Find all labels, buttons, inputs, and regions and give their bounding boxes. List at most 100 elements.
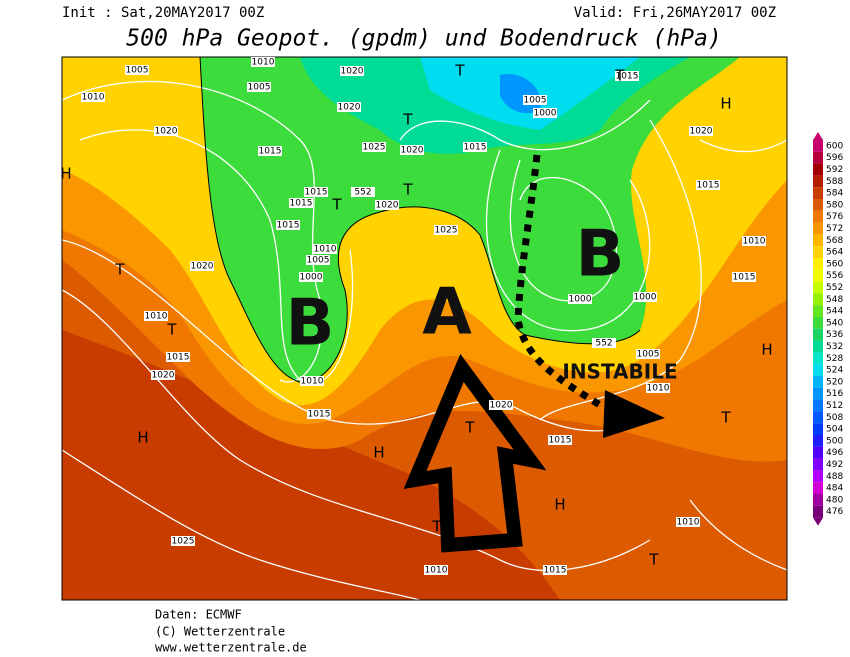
colorbar-swatch — [813, 281, 823, 294]
colorbar-label: 576 — [826, 212, 843, 222]
colorbar-cap — [813, 517, 823, 526]
colorbar-label: 504 — [826, 425, 843, 435]
isobar-label: 1005 — [126, 66, 149, 76]
colorbar-swatch — [813, 151, 823, 164]
isobar-label: 1010 — [145, 312, 168, 322]
colorbar-label: 512 — [826, 401, 843, 411]
colorbar-swatch — [813, 376, 823, 388]
colorbar-label: 596 — [826, 153, 843, 163]
colorbar-label: 572 — [826, 224, 843, 234]
colorbar-label: 532 — [826, 342, 843, 352]
colorbar-swatch — [813, 470, 823, 483]
pressure-center: T — [464, 419, 475, 437]
isobar-label-box — [190, 261, 214, 271]
map-frame — [61, 56, 788, 601]
colorbar-label: 484 — [826, 484, 843, 494]
colorbar-swatch — [813, 317, 823, 329]
colorbar-label: 600 — [826, 141, 843, 151]
pressure-center: T — [114, 261, 125, 279]
isobar-label: 1000 — [634, 293, 657, 303]
isobar-label-box — [533, 108, 557, 118]
pressure-center: H — [137, 429, 148, 447]
isobar-label-box — [313, 244, 337, 254]
isobar-label-box — [154, 126, 178, 136]
colorbar-swatch — [813, 328, 823, 341]
isobar-label: 1020 — [152, 371, 175, 381]
colorbar-label: 500 — [826, 436, 843, 446]
colorbar-swatch — [813, 258, 823, 270]
colorbar-label: 592 — [826, 165, 843, 175]
colorbar-label: 516 — [826, 389, 843, 399]
pressure-center: T — [720, 409, 731, 427]
valid-time: Valid: Fri,26MAY2017 00Z — [574, 5, 776, 21]
isobar-label-box — [276, 220, 300, 230]
isobar-label: 1010 — [677, 518, 700, 528]
high-marker: A — [422, 276, 472, 350]
colorbar-swatch — [813, 399, 823, 412]
isobar-label-box — [258, 146, 282, 156]
isobar-label-box — [615, 71, 639, 81]
isobar-label: 1015 — [697, 181, 720, 191]
isobar-label: 1010 — [743, 237, 766, 247]
isobar-label-box — [337, 102, 361, 112]
isobar-label-box — [676, 517, 700, 527]
isobar-label: 1015 — [167, 353, 190, 363]
colorbar-label: 480 — [826, 495, 843, 505]
isobar-label-box — [351, 187, 375, 197]
pressure-center: T — [454, 62, 465, 80]
isobar-label-box — [81, 92, 105, 102]
footer-copyright: (C) Wetterzentrale — [155, 625, 285, 639]
colorbar-label: 564 — [826, 248, 843, 258]
isobar-label-box — [375, 200, 399, 210]
colorbar-swatch — [813, 435, 823, 447]
isobar-label: 1020 — [690, 127, 713, 137]
colorbar-label: 476 — [826, 507, 843, 517]
pressure-center: H — [373, 444, 384, 462]
isobar-label: 1015 — [544, 566, 567, 576]
colorbar-label: 548 — [826, 295, 843, 305]
isobar-label: 1000 — [569, 295, 592, 305]
colorbar-swatch — [813, 175, 823, 188]
colorbar-label: 508 — [826, 413, 843, 423]
colorbar-label: 540 — [826, 318, 843, 328]
isobar-label: 1015 — [616, 72, 639, 82]
isobar-label-box — [171, 536, 195, 546]
colorbar-label: 496 — [826, 448, 843, 458]
colorbar-label: 584 — [826, 189, 843, 199]
colorbar-label: 544 — [826, 307, 843, 317]
colorbar-label: 556 — [826, 271, 843, 281]
isobar-label: 1010 — [301, 377, 324, 387]
isobar-label: 1005 — [524, 96, 547, 106]
colorbar-swatch — [813, 222, 823, 235]
isobar-label-box — [289, 198, 313, 208]
colorbar-swatch — [813, 140, 823, 152]
isobar-label-box — [489, 400, 513, 410]
colorbar-label: 588 — [826, 177, 843, 187]
colorbar-swatch — [813, 494, 823, 506]
pressure-center: T — [402, 181, 413, 199]
colorbar-swatch — [813, 340, 823, 353]
pressure-center: T — [331, 196, 342, 214]
colorbar-swatch — [813, 364, 823, 376]
colorbar-swatch — [813, 246, 823, 258]
isobar-label: 1015 — [464, 143, 487, 153]
isobar-label: 552 — [354, 188, 371, 198]
isobar-label-box — [251, 57, 275, 67]
colorbar-swatch — [813, 305, 823, 317]
isobar-label-box — [125, 65, 149, 75]
isobar-label-box — [299, 272, 323, 282]
isobar-label-box — [742, 236, 766, 246]
isobar-label: 1005 — [637, 350, 660, 360]
isobar-label: 1010 — [252, 58, 275, 68]
colorbar-label: 520 — [826, 377, 843, 387]
colorbar-swatch — [813, 423, 823, 435]
colorbar-swatch — [813, 234, 823, 247]
isobar-label-box — [166, 352, 190, 362]
isobar-label: 1015 — [277, 221, 300, 231]
isobar-label-box — [523, 95, 547, 105]
isobar-label: 1000 — [300, 273, 323, 283]
isobar-label-box — [689, 126, 713, 136]
isobar-label-box — [144, 311, 168, 321]
low-marker: B — [286, 287, 335, 361]
